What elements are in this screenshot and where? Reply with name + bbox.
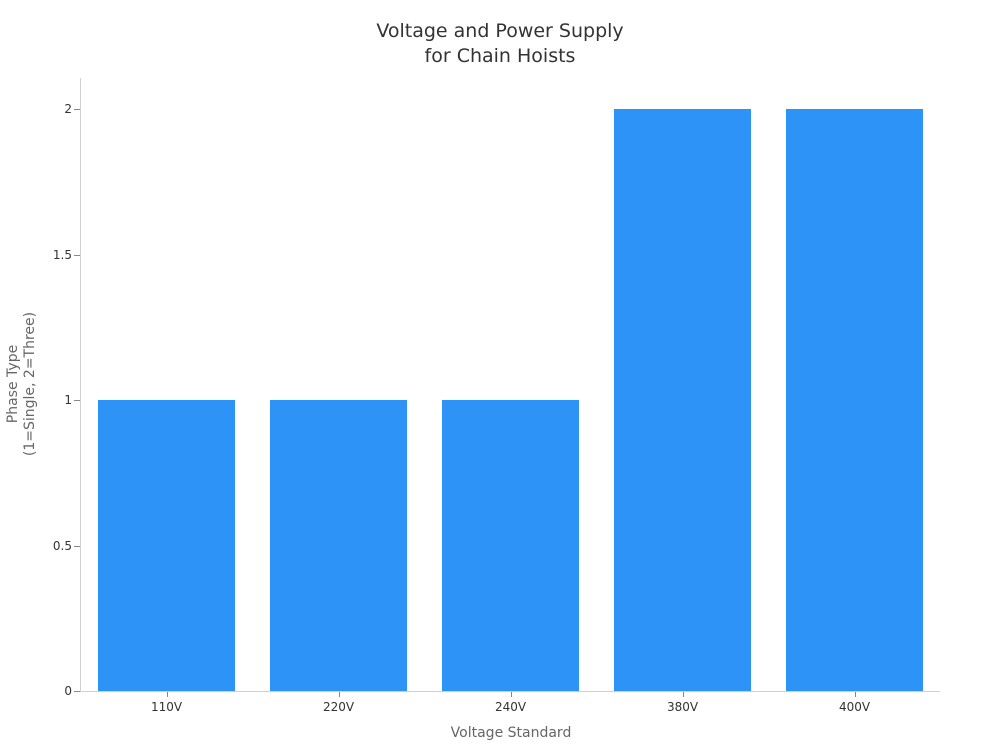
y-tick-mark <box>74 109 80 110</box>
bar-110v <box>98 400 235 691</box>
bar-220v <box>270 400 407 691</box>
x-tick-mark <box>338 692 340 697</box>
y-tick-label: 1.5 <box>52 247 72 262</box>
x-tick-mark <box>854 692 856 697</box>
bar-400v <box>786 109 923 691</box>
y-tick-mark <box>74 254 80 256</box>
y-axis-title-line-1: Phase Type <box>5 344 21 424</box>
chart-title-line-1: Voltage and Power Supply <box>376 20 624 42</box>
x-tick-mark <box>166 692 168 697</box>
x-tick-label: 110V <box>150 700 183 714</box>
bar-380v <box>614 109 751 691</box>
x-tick-label: 380V <box>666 700 699 714</box>
bar-240v <box>442 400 579 691</box>
y-axis-title: Phase Type (1=Single, 2=Three) <box>5 312 39 456</box>
y-tick-mark <box>74 691 80 692</box>
x-tick-label: 220V <box>322 700 355 714</box>
y-axis-line <box>80 78 81 691</box>
x-tick-label: 400V <box>838 700 871 714</box>
y-tick-mark <box>74 545 80 547</box>
y-tick-mark <box>74 400 80 401</box>
y-tick-label: 1 <box>64 393 72 407</box>
y-tick-label: 0 <box>64 684 72 698</box>
y-axis-title-line-2: (1=Single, 2=Three) <box>22 311 38 457</box>
x-tick-label: 240V <box>494 700 527 714</box>
chart-title: Voltage and Power Supply for Chain Hoist… <box>0 19 1000 69</box>
y-tick-label: 2 <box>64 102 72 116</box>
chart-title-line-2: for Chain Hoists <box>424 45 576 67</box>
x-tick-mark <box>682 692 684 697</box>
x-axis-title: Voltage Standard <box>450 725 572 741</box>
x-tick-mark <box>510 692 512 697</box>
y-tick-label: 0.5 <box>52 538 72 553</box>
x-axis-line <box>80 691 940 692</box>
